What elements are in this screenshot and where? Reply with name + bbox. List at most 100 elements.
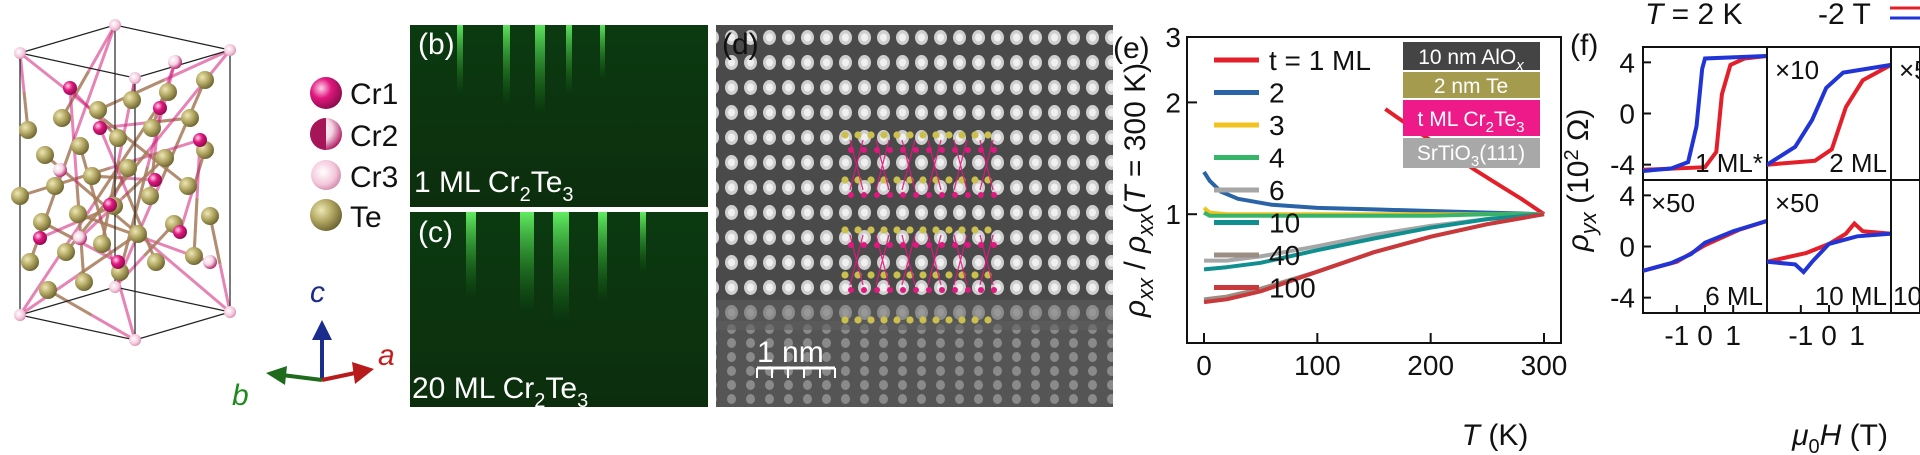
crystal-structure: c a b Cr1 Cr2 Cr3 Te xyxy=(11,19,398,412)
axis-b-label: b xyxy=(232,379,249,412)
y-axis-label: ρxx / ρxx(T = 300 K) xyxy=(1119,63,1158,318)
te-dot xyxy=(867,131,875,139)
cr-dot xyxy=(900,287,906,293)
te-dot xyxy=(867,176,875,184)
svg-text:10 nm AlOx: 10 nm AlOx xyxy=(1418,46,1524,74)
cr-dot xyxy=(939,192,945,198)
te-dot xyxy=(906,131,914,139)
layer-te xyxy=(1403,72,1540,98)
cr-dot xyxy=(978,287,984,293)
panel-label-f: (f) xyxy=(1570,29,1598,62)
cr-atom xyxy=(63,81,77,95)
down-sweep xyxy=(1643,219,1766,273)
te-atom xyxy=(123,91,141,109)
te-atom xyxy=(75,273,93,291)
te-dot xyxy=(945,226,953,234)
hall-chart: (f) T = 2 K -2 T 40-440-4-1 0 1 -1 0 1 1 ML* 2… xyxy=(1561,0,1920,455)
cr-dot xyxy=(900,192,906,198)
te-atom xyxy=(159,83,177,101)
te-atom xyxy=(196,71,214,89)
cr-atom xyxy=(129,72,141,84)
layer-srtio3 xyxy=(1403,138,1540,168)
f-y-axis-label: ρyx (102 Ω) xyxy=(1561,109,1601,253)
overlay-bond xyxy=(849,234,864,286)
te-dot xyxy=(919,176,927,184)
te-atom xyxy=(21,253,39,271)
subpanel-label: 6 ML xyxy=(1705,281,1763,311)
te-atom xyxy=(83,167,101,185)
te-atom xyxy=(109,129,127,147)
te-dot xyxy=(893,176,901,184)
cr-dot xyxy=(913,192,919,198)
f-x-tick-label: 0 xyxy=(1697,320,1713,351)
te-dot xyxy=(984,131,992,139)
legend-te: Te xyxy=(350,201,382,234)
up-sweep xyxy=(1767,63,1890,167)
te-atom xyxy=(201,207,219,225)
layer-cr2te3 xyxy=(1403,100,1540,136)
hall-loop-3 xyxy=(1767,220,1890,275)
te-atom xyxy=(93,235,111,253)
te-dot xyxy=(841,226,849,234)
te-atom xyxy=(179,177,197,195)
x-tick-label: 300 xyxy=(1521,350,1568,381)
te-atom xyxy=(147,253,165,271)
f-x-tick-label: 1 xyxy=(1725,320,1741,351)
overlay-bond xyxy=(979,139,994,191)
subpanel-label: 1 ML* xyxy=(1695,148,1763,178)
cr-dot xyxy=(874,287,880,293)
te-dot xyxy=(880,316,888,324)
cr-dot xyxy=(861,147,867,153)
legend-cr1: Cr1 xyxy=(350,78,398,111)
te-atom xyxy=(185,247,203,265)
legend-label: 40 xyxy=(1269,240,1300,271)
overlay-bond xyxy=(979,234,994,286)
overlay-bond xyxy=(927,139,942,191)
cr-dot xyxy=(861,192,867,198)
x-tick-label: 0 xyxy=(1196,350,1212,381)
cr-dot xyxy=(939,287,945,293)
plot-frame xyxy=(1186,36,1562,344)
te-dot xyxy=(971,176,979,184)
cr-dot xyxy=(939,147,945,153)
unit-cell-box xyxy=(19,24,231,341)
down-sweep xyxy=(1643,54,1766,173)
overlay-bond xyxy=(849,139,864,191)
te-atom xyxy=(53,109,71,127)
te-atom xyxy=(119,159,137,177)
cr-dot xyxy=(991,147,997,153)
axis-arrows: c a b xyxy=(232,276,395,412)
cr-atom xyxy=(103,198,117,212)
overlay-bond xyxy=(953,234,968,286)
multiplier-label: ×50 xyxy=(1775,188,1819,218)
cr-dot xyxy=(861,242,867,248)
te-atom xyxy=(129,225,147,243)
cr-atom xyxy=(168,55,182,69)
svg-text:2 nm Te: 2 nm Te xyxy=(1434,75,1508,98)
cr-atom xyxy=(109,19,121,31)
te-dot xyxy=(854,131,862,139)
x-ticks: 0 100 200 300 xyxy=(1196,333,1567,381)
te-atom xyxy=(57,243,75,261)
f-x-tick-label: -1 xyxy=(1664,320,1689,351)
axis-c-label: c xyxy=(310,276,325,309)
cr-dot xyxy=(913,287,919,293)
multiplier-label: ×5 xyxy=(1899,55,1920,85)
te-dot xyxy=(841,271,849,279)
te-dot xyxy=(906,316,914,324)
subpanel-label: 10 ML xyxy=(1815,281,1887,311)
cr-atom xyxy=(148,173,162,187)
x-tick-label: 200 xyxy=(1407,350,1454,381)
te-dot xyxy=(984,316,992,324)
panel-label-e: (e) xyxy=(1113,32,1150,65)
cr-dot xyxy=(913,147,919,153)
cr-atom xyxy=(73,231,87,245)
legend-label: 10 xyxy=(1269,208,1300,239)
overlay-bond xyxy=(875,139,890,191)
cr-atom xyxy=(224,44,236,56)
y-tick-label: 1 xyxy=(1165,199,1181,230)
cr-dot xyxy=(848,287,854,293)
rheed-panel-1ml: (b) 1 ML Cr2Te3 xyxy=(410,25,708,207)
bond xyxy=(78,145,109,244)
te-atom-icon xyxy=(310,199,342,231)
